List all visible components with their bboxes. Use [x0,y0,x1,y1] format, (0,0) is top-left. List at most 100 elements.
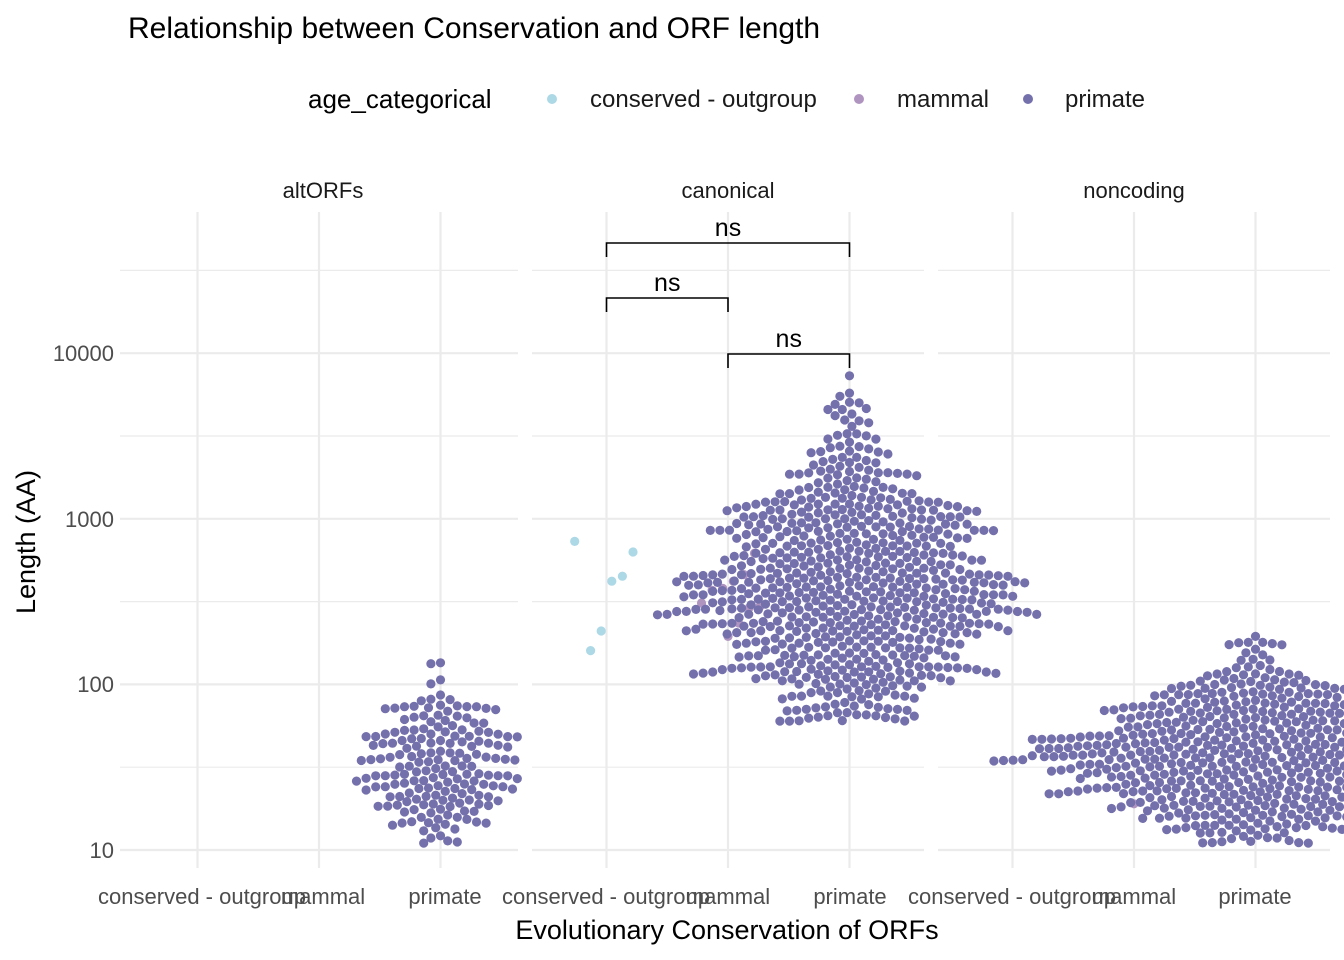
point-canonical-primate [895,588,905,598]
point-canonical-primate [897,508,907,518]
point-noncoding-primate [1118,733,1129,743]
x-tick-label: primate [1218,884,1291,909]
point-canonical-primate [818,457,828,467]
point-canonical-primate [916,670,927,681]
point-canonical-primate [909,623,919,633]
point-canonical-primate [859,483,869,493]
point-noncoding-primate [1181,698,1191,709]
point-altorfs-primate [469,776,479,786]
point-altorfs-primate [479,779,489,789]
point-noncoding-primate [1207,838,1217,848]
point-canonical-primate [780,497,790,507]
point-noncoding-primate [1186,780,1196,790]
point-canonical-primate [789,535,799,546]
point-canonical-primate [878,578,888,588]
point-canonical-primate [928,565,939,576]
point-canonical-primate [768,593,778,604]
point-noncoding-primate [1188,796,1198,807]
point-canonical-primate [744,651,754,661]
point-canonical-primate [739,551,749,561]
point-altorfs-primate [433,755,443,765]
point-noncoding-primate [1294,782,1304,792]
point-noncoding-primate [1166,725,1177,735]
point-canonical-primate [837,493,847,503]
point-noncoding-primate [1066,764,1076,774]
point-altorfs-primate [481,703,491,714]
point-altorfs-primate [409,805,419,815]
point-canonical-primate [825,567,835,577]
point-altorfs-primate [469,806,479,817]
point-noncoding-primate [1195,708,1205,718]
point-canonical-primate [823,434,833,444]
point-canonical-primate [672,577,682,587]
point-noncoding-primate [1116,714,1126,724]
point-canonical-primate [684,580,694,590]
point-altorfs-primate [411,767,422,777]
point-noncoding-primate [1272,833,1282,843]
point-canonical-primate [820,514,831,524]
point-noncoding-primate [1224,797,1234,807]
point-noncoding-primate [1301,720,1311,730]
point-noncoding-primate [1238,831,1249,842]
point-canonical-primate [772,522,783,532]
point-noncoding-primate [1248,782,1258,792]
point-altorfs-primate [467,741,477,752]
point-canonical-primate [751,548,761,558]
point-canonical-primate [933,645,943,655]
point-noncoding-primate [1027,751,1037,761]
point-canonical-primate [693,580,703,590]
point-altorfs-primate [457,725,467,735]
point-canonical-primate [768,553,778,563]
point-canonical-primate [950,520,960,530]
point-noncoding-primate [1217,815,1227,825]
point-noncoding-primate [1181,823,1191,833]
point-altorfs-primate [443,706,453,716]
point-canonical-primate [864,566,874,576]
legend: age_categorical conserved - outgroup mam… [308,84,1145,114]
point-canonical-primate [780,667,790,677]
point-noncoding-primate [1058,751,1069,761]
point-altorfs-primate [433,722,443,732]
point-canonical-primate [832,601,843,611]
point-altorfs-primate [512,732,522,742]
point-canonical-primate [760,497,771,507]
point-canonical-primate [902,552,912,563]
point-noncoding-primate [1291,823,1301,833]
point-canonical-primate [885,522,895,532]
point-noncoding-primate [1332,725,1342,735]
point-noncoding-primate [1229,709,1239,720]
point-canonical-primate [916,505,927,515]
point-canonical-primate [878,677,888,687]
point-altorfs-primate [361,773,371,783]
point-canonical-primate [883,449,893,459]
point-altorfs-primate [426,659,436,669]
point-canonical-primate [861,474,871,484]
point-canonical-primate [818,601,828,611]
point-noncoding-primate [1320,698,1330,709]
point-altorfs-primate [399,725,410,736]
point-canonical-primate [760,588,771,598]
point-canonical-primate [914,524,924,534]
point-noncoding-primate [1181,721,1191,731]
point-noncoding-primate [1142,720,1153,730]
point-altorfs-primate [455,748,465,758]
point-canonical-primate [736,663,747,673]
point-canonical-primate [768,538,778,549]
point-canonical-primate [825,464,835,474]
point-canonical-primate [856,521,867,532]
point-noncoding-primate [1133,722,1143,732]
point-noncoding-primate [1224,640,1234,650]
point-canonical-primate [792,596,802,607]
point-canonical-primate [964,569,975,579]
point-noncoding-primate [1325,708,1335,718]
point-canonical-primate [991,668,1001,679]
point-canonical-primate [904,521,915,532]
point-canonical-primate [652,610,663,620]
point-canonical-primate [888,637,898,648]
point-noncoding-primate [1056,734,1066,744]
point-noncoding-primate [1301,736,1311,746]
point-canonical-primate [883,704,893,714]
point-canonical-primate [787,643,797,653]
point-noncoding-primate [1102,764,1112,774]
point-noncoding-primate [1286,747,1297,757]
